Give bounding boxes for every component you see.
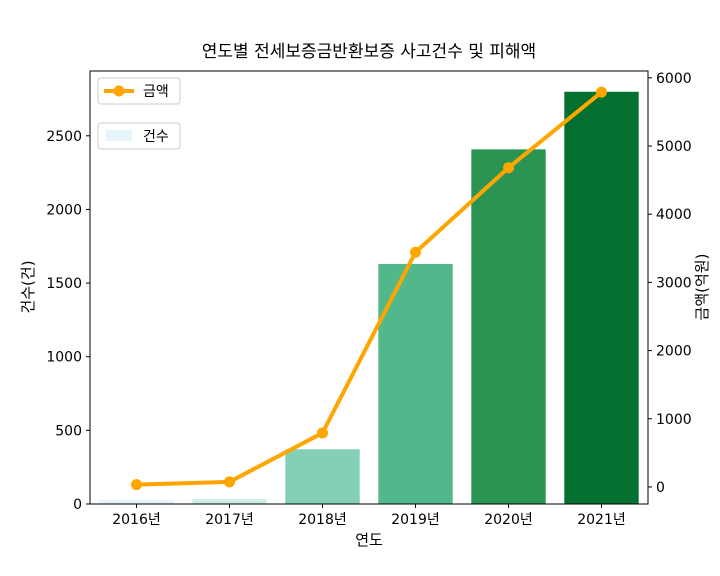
x-tick-label: 2017년	[205, 512, 254, 528]
legend-box-count	[97, 122, 181, 150]
y-left-tick-label: 1000	[46, 350, 82, 366]
x-axis: 2016년 2017년 2018년 2019년 2020년 2021년	[112, 504, 626, 528]
bar-series	[99, 91, 639, 504]
y-axis-left: 0 500 1000 1500 2000 2500	[46, 129, 90, 513]
x-tick-label: 2021년	[577, 512, 626, 528]
chart-title: 연도별 전세보증금반환보증 사고건수 및 피해액	[202, 42, 536, 62]
x-axis-label: 연도	[355, 531, 383, 549]
y-left-tick-label: 500	[55, 423, 82, 439]
bar-2016년	[99, 500, 174, 504]
y-right-tick-label: 0	[656, 480, 665, 496]
y-right-tick-label: 3000	[656, 275, 692, 291]
x-tick-label: 2019년	[391, 512, 440, 528]
bar-2018년	[285, 449, 360, 504]
amount-point-2017년	[224, 476, 235, 488]
bar-2017년	[192, 499, 267, 504]
y-right-tick-label: 1000	[656, 412, 692, 428]
amount-line	[136, 90, 603, 487]
legend-label-count: 건수	[143, 129, 169, 145]
x-tick-label: 2018년	[298, 512, 347, 528]
y-right-tick-label: 4000	[656, 207, 692, 223]
bar-2021년	[564, 91, 639, 504]
y-axis-label-right: 금액(억원)	[693, 254, 711, 321]
y-axis-right: 0 1000 2000 3000 4000 5000 6000	[648, 71, 692, 496]
legend-box-amount	[97, 77, 181, 105]
line-series	[131, 86, 607, 491]
amount-point-2019년	[410, 246, 421, 258]
amount-point-2016년	[131, 479, 142, 491]
amount-point-2020년	[503, 162, 514, 174]
y-left-tick-label: 1500	[46, 276, 82, 292]
x-tick-label: 2016년	[112, 512, 161, 528]
y-right-tick-label: 6000	[656, 71, 692, 87]
y-left-tick-label: 0	[73, 497, 82, 513]
bar-2020년	[471, 149, 546, 504]
y-left-tick-label: 2000	[46, 202, 82, 218]
legend-bar-swatch	[106, 130, 132, 141]
y-right-tick-label: 5000	[656, 139, 692, 155]
plot-frame	[89, 70, 649, 505]
x-tick-label: 2020년	[484, 512, 533, 528]
y-right-tick-label: 2000	[656, 344, 692, 360]
amount-point-2018년	[317, 427, 328, 439]
y-axis-label-left: 건수(건)	[19, 260, 37, 313]
legend-label-amount: 금액	[143, 84, 169, 100]
y-left-tick-label: 2500	[46, 129, 82, 145]
legend-line-marker	[113, 85, 125, 97]
amount-point-2021년	[596, 86, 607, 98]
